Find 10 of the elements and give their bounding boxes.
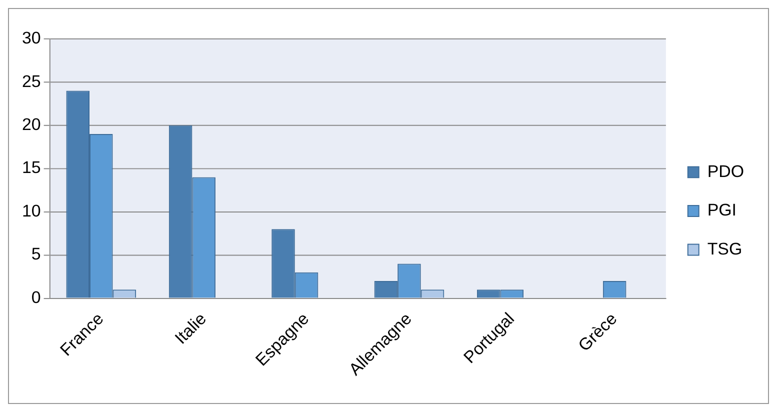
- legend-label: PGI: [707, 200, 737, 220]
- legend-label: PDO: [707, 162, 744, 181]
- y-tick-label: 5: [31, 244, 41, 264]
- y-tick-label: 0: [31, 288, 41, 307]
- y-tick-label: 15: [22, 158, 41, 178]
- y-tick-label: 25: [22, 72, 41, 91]
- y-tick-label: 20: [22, 115, 41, 134]
- y-tick-label: 10: [22, 202, 41, 220]
- legend-label: TSG: [707, 239, 742, 258]
- y-tick-label: 30: [22, 28, 41, 48]
